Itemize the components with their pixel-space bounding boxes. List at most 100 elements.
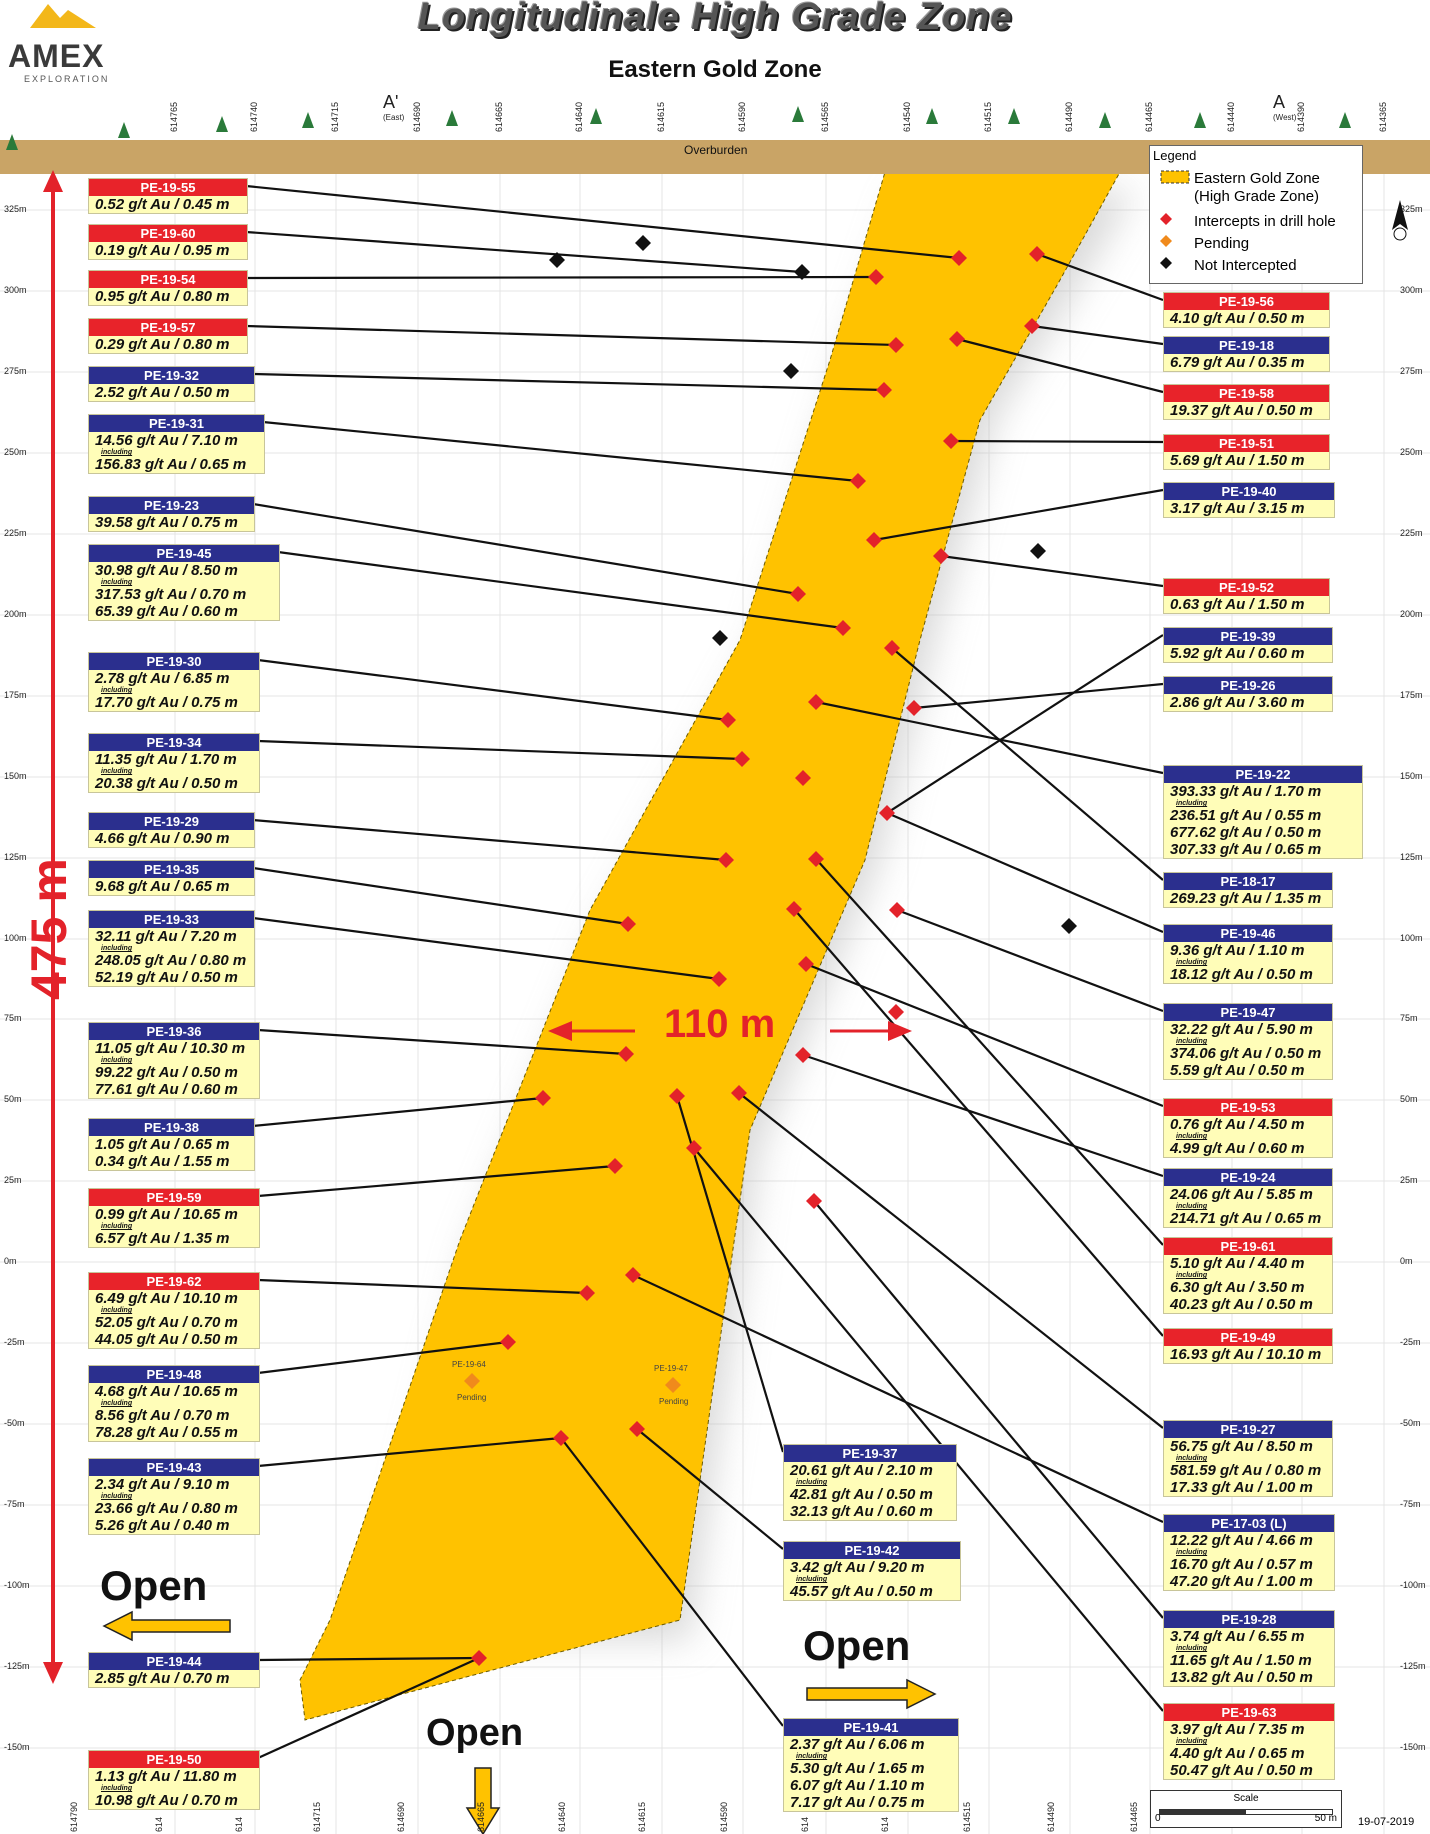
intercept-marker bbox=[553, 1430, 569, 1446]
leader-line bbox=[738, 1092, 1164, 1429]
drill-hole-id: PE-19-34 bbox=[89, 734, 259, 751]
drill-hole-id: PE-19-54 bbox=[89, 271, 247, 288]
assay-result: 3.42 g/t Au / 9.20 m bbox=[790, 1559, 925, 1576]
tree-icon bbox=[590, 108, 602, 124]
not-intercepted-marker bbox=[783, 363, 799, 379]
assay-result: 4.10 g/t Au / 0.50 m bbox=[1170, 310, 1305, 327]
tree-icon bbox=[1099, 112, 1111, 128]
drill-hole-id: PE-19-35 bbox=[89, 861, 254, 878]
elevation-label-left: 0m bbox=[4, 1256, 17, 1266]
intercept-marker bbox=[951, 250, 967, 266]
legend: Legend Eastern Gold Zone (High Grade Zon… bbox=[1149, 145, 1363, 284]
assay-result: 6.30 g/t Au / 3.50 m bbox=[1170, 1279, 1305, 1296]
drill-hole-box: PE-19-46 9.36 g/t Au / 1.10 m including 18.… bbox=[1163, 924, 1333, 984]
elevation-label-left: -25m bbox=[4, 1337, 25, 1347]
elevation-label-right: -50m bbox=[1400, 1418, 1421, 1428]
assay-result: 317.53 g/t Au / 0.70 m bbox=[95, 586, 247, 603]
legend-title: Legend bbox=[1153, 148, 1197, 163]
intercept-marker bbox=[943, 433, 959, 449]
drill-hole-box: PE-19-43 2.34 g/t Au / 9.10 m including 23.… bbox=[88, 1458, 260, 1535]
intercept-marker bbox=[795, 770, 811, 786]
drill-hole-box: PE-19-30 2.78 g/t Au / 6.85 m including 17.… bbox=[88, 652, 260, 712]
tree-icons bbox=[6, 106, 1351, 150]
including-label: including bbox=[796, 1576, 828, 1583]
drill-hole-box: PE-19-59 0.99 g/t Au / 10.65 m including 6.… bbox=[88, 1188, 260, 1248]
assay-result: 77.61 g/t Au / 0.60 m bbox=[95, 1081, 238, 1098]
intercept-marker bbox=[618, 1046, 634, 1062]
leader-line bbox=[257, 1340, 509, 1375]
intercept-marker bbox=[889, 902, 905, 918]
drill-hole-id: PE-19-60 bbox=[89, 225, 247, 242]
drill-hole-id: PE-19-51 bbox=[1164, 435, 1329, 452]
assay-result: 2.78 g/t Au / 6.85 m bbox=[95, 670, 230, 687]
not-intercepted-marker bbox=[794, 264, 810, 280]
assay-result: 3.17 g/t Au / 3.15 m bbox=[1170, 500, 1305, 517]
assay-result: 11.05 g/t Au / 10.30 m bbox=[95, 1040, 246, 1057]
elevation-label-left: 50m bbox=[4, 1094, 22, 1104]
open-label-bottom: Open bbox=[426, 1712, 524, 1754]
leader-line bbox=[252, 916, 720, 981]
leader-line bbox=[1036, 252, 1164, 302]
assay-result: 12.22 g/t Au / 4.66 m bbox=[1170, 1532, 1313, 1549]
elevation-label-right: 225m bbox=[1400, 528, 1423, 538]
drill-hole-box: PE-19-24 24.06 g/t Au / 5.85 m including 21… bbox=[1163, 1168, 1333, 1228]
logo-name: AMEX bbox=[8, 38, 105, 74]
assay-result: 32.11 g/t Au / 7.20 m bbox=[95, 928, 237, 945]
drill-hole-id: PE-19-37 bbox=[784, 1445, 956, 1462]
assay-result: 0.63 g/t Au / 1.50 m bbox=[1170, 596, 1305, 613]
leader-line bbox=[815, 700, 1164, 775]
elevation-label-right: 175m bbox=[1400, 690, 1423, 700]
including-label: including bbox=[101, 1400, 133, 1407]
intercept-marker bbox=[607, 1158, 623, 1174]
drill-hole-box: PE-19-29 4.66 g/t Au / 0.90 m bbox=[88, 812, 255, 848]
page-subtitle: Eastern Gold Zone bbox=[608, 56, 822, 83]
assay-result: 5.10 g/t Au / 4.40 m bbox=[1170, 1255, 1305, 1272]
elevation-label-left: 125m bbox=[4, 852, 27, 862]
drill-hole-id: PE-19-61 bbox=[1164, 1238, 1332, 1255]
drill-hole-box: PE-19-28 3.74 g/t Au / 6.55 m including 11.… bbox=[1163, 1610, 1335, 1687]
eastern-gold-zone bbox=[299, 171, 1121, 1721]
section-a-prime: A' (East) bbox=[383, 92, 405, 122]
leader-line bbox=[896, 908, 1164, 1013]
easting-label-bottom: 614690 bbox=[396, 1801, 406, 1832]
legend-item-intercepts: Intercepts in drill hole bbox=[1160, 213, 1336, 230]
tree-icon bbox=[118, 122, 130, 138]
orange-diamond-icon bbox=[1160, 235, 1172, 247]
drill-hole-id: PE-19-27 bbox=[1164, 1421, 1332, 1438]
assay-result: 677.62 g/t Au / 0.50 m bbox=[1170, 824, 1322, 841]
drill-hole-box: PE-19-34 11.35 g/t Au / 1.70 m including 20… bbox=[88, 733, 260, 793]
assay-result: 6.57 g/t Au / 1.35 m bbox=[95, 1230, 230, 1247]
tree-icon bbox=[926, 108, 938, 124]
drill-hole-box: PE-19-51 5.69 g/t Au / 1.50 m bbox=[1163, 434, 1330, 470]
leader-line bbox=[815, 858, 1164, 1246]
assay-result: 11.35 g/t Au / 1.70 m bbox=[95, 751, 237, 768]
leader-line bbox=[886, 811, 1164, 934]
drill-hole-box: PE-19-61 5.10 g/t Au / 4.40 m including 6.3… bbox=[1163, 1237, 1333, 1314]
drill-hole-box: PE-19-63 3.97 g/t Au / 7.35 m including 4.4… bbox=[1163, 1703, 1335, 1780]
drill-hole-id: PE-19-52 bbox=[1164, 579, 1329, 596]
intercept-marker bbox=[790, 586, 806, 602]
drill-hole-id: PE-19-55 bbox=[89, 179, 247, 196]
elevation-label-left: 325m bbox=[4, 204, 27, 214]
black-diamond-icon bbox=[1160, 257, 1172, 269]
elevation-label-right: 100m bbox=[1400, 933, 1423, 943]
leader-line bbox=[257, 739, 743, 761]
intercept-marker bbox=[888, 337, 904, 353]
drill-hole-id: PE-19-56 bbox=[1164, 293, 1329, 310]
intercept-marker bbox=[876, 382, 892, 398]
easting-label-top: 614590 bbox=[737, 101, 747, 132]
open-label-right: Open bbox=[803, 1622, 911, 1669]
drill-hole-id: PE-17-03 (L) bbox=[1164, 1515, 1334, 1532]
assay-result: 1.05 g/t Au / 0.65 m bbox=[95, 1136, 230, 1153]
drill-hole-id: PE-19-47 bbox=[1164, 1004, 1332, 1021]
leader-line bbox=[257, 1656, 480, 1662]
intercept-marker bbox=[868, 269, 884, 285]
north-arrow-icon bbox=[1392, 200, 1408, 241]
leader-line bbox=[252, 1096, 544, 1128]
intercept-marker bbox=[500, 1334, 516, 1350]
assay-result: 42.81 g/t Au / 0.50 m bbox=[790, 1486, 933, 1503]
leader-line bbox=[257, 1656, 480, 1760]
drill-hole-box: PE-19-38 1.05 g/t Au / 0.65 m 0.34 g/t Au … bbox=[88, 1118, 255, 1171]
intercept-marker bbox=[866, 532, 882, 548]
assay-result: 6.07 g/t Au / 1.10 m bbox=[790, 1777, 925, 1794]
